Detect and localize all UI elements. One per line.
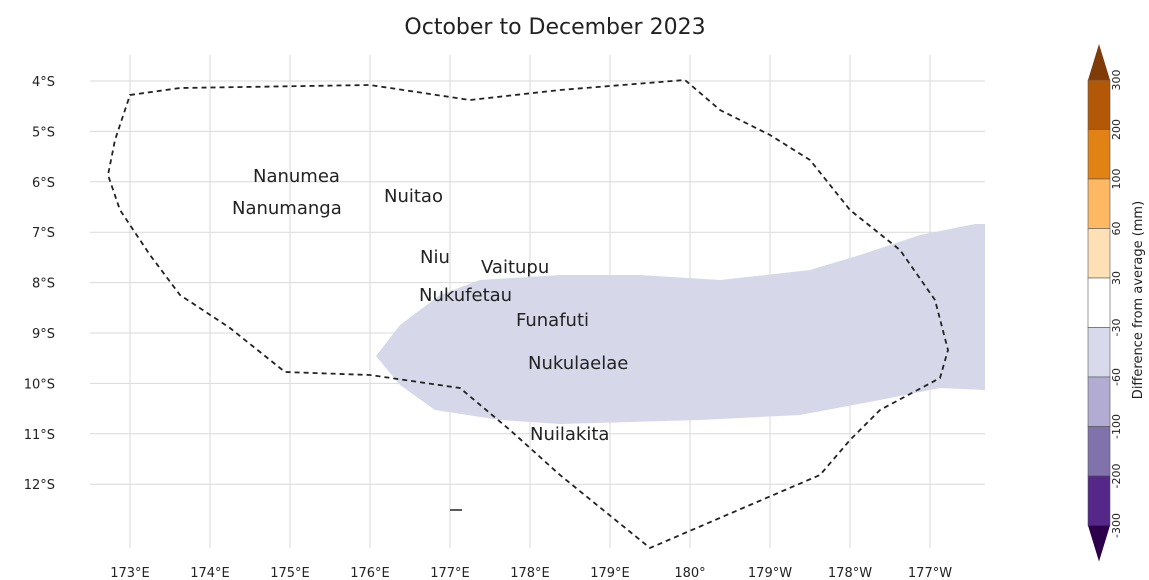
- island-label: Nukulaelae: [528, 353, 628, 374]
- island-label: Vaitupu: [481, 257, 549, 278]
- island-label: Nuitao: [384, 186, 443, 207]
- lat-label: 6°S: [32, 176, 55, 191]
- lon-label: 178°E: [510, 566, 550, 580]
- lon-label: 178°W: [828, 566, 872, 580]
- colorbar-over: [1088, 44, 1110, 80]
- lon-label: 176°E: [350, 566, 390, 580]
- lat-label: 5°S: [32, 125, 55, 140]
- island-label: Niu: [420, 247, 450, 268]
- colorbar-segment: [1087, 228, 1111, 279]
- lat-label: 4°S: [32, 75, 55, 90]
- island-label: Nuilakita: [530, 424, 609, 445]
- colorbar-label: 300: [1110, 70, 1123, 91]
- lon-label: 175°E: [270, 566, 310, 580]
- lat-label: 11°S: [24, 428, 55, 443]
- colorbar-title: Difference from average (mm): [1131, 201, 1146, 399]
- lat-label: 8°S: [32, 277, 55, 292]
- island-label: Nanumea: [253, 166, 340, 187]
- colorbar-label: -60: [1110, 368, 1123, 386]
- lat-label: 10°S: [24, 377, 55, 392]
- lat-label: 9°S: [32, 327, 55, 342]
- colorbar-segment: [1087, 79, 1111, 130]
- lon-label: 177°E: [430, 566, 470, 580]
- colorbar-segment: [1087, 277, 1111, 328]
- lat-label: 12°S: [24, 478, 55, 493]
- colorbar-segment: [1087, 376, 1111, 427]
- island-label: Nanumanga: [232, 198, 342, 219]
- lon-label: 173°E: [110, 566, 150, 580]
- lon-label: 180°: [674, 566, 705, 580]
- island-label: Funafuti: [516, 310, 589, 331]
- colorbar: 300 200 100 60 30 -30 -60 -100 -200 -300: [1087, 44, 1123, 562]
- colorbar-segment: [1087, 475, 1111, 526]
- colorbar-label: 100: [1110, 169, 1123, 190]
- colorbar-label: 200: [1110, 119, 1123, 140]
- lat-label: 7°S: [32, 226, 55, 241]
- colorbar-label: -200: [1110, 464, 1123, 489]
- map-subtitle: October to December 2023: [404, 15, 705, 40]
- colorbar-label: -300: [1110, 513, 1123, 538]
- below-average-region: [376, 224, 985, 424]
- colorbar-segment: [1087, 426, 1111, 477]
- colorbar-segment: [1087, 178, 1111, 229]
- lon-label: 179°E: [590, 566, 630, 580]
- colorbar-under: [1088, 525, 1110, 562]
- colorbar-label: -30: [1110, 319, 1123, 337]
- colorbar-label: -100: [1110, 414, 1123, 439]
- colorbar-segment: [1087, 129, 1111, 180]
- island-label: Nukufetau: [419, 285, 512, 306]
- lon-label: 177°W: [908, 566, 952, 580]
- colorbar-segment: [1087, 327, 1111, 378]
- lon-label: 174°E: [190, 566, 230, 580]
- eez-boundary: [107, 79, 949, 550]
- colorbar-label: 60: [1110, 222, 1123, 236]
- lon-label: 179°W: [748, 566, 792, 580]
- colorbar-label: 30: [1110, 271, 1123, 285]
